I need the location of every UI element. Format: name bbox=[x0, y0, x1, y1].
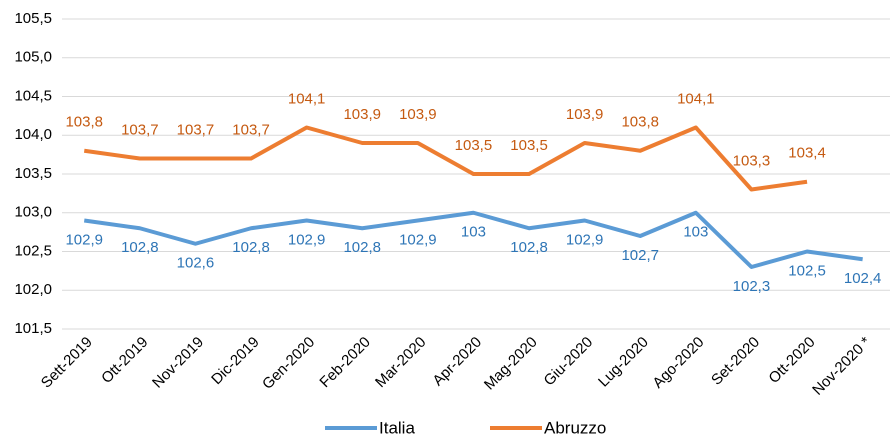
data-label: 103 bbox=[683, 224, 708, 241]
data-label: 103,7 bbox=[177, 121, 215, 138]
x-tick-label: Ott-2019 bbox=[98, 334, 151, 387]
x-tick-label: Nov-2020 * bbox=[809, 334, 874, 399]
x-tick-label: Sett-2019 bbox=[38, 334, 96, 392]
data-label: 102,8 bbox=[510, 239, 548, 256]
data-label: 102,5 bbox=[788, 262, 826, 279]
data-label: 102,3 bbox=[733, 278, 771, 295]
data-label: 103,9 bbox=[343, 106, 381, 123]
y-tick-label: 105,5 bbox=[14, 10, 52, 27]
data-label: 103,4 bbox=[788, 145, 826, 162]
y-tick-label: 104,0 bbox=[14, 126, 52, 143]
x-tick-label: Ago-2020 bbox=[649, 334, 707, 392]
data-label: 103,7 bbox=[121, 121, 159, 138]
series-line bbox=[83, 125, 808, 192]
data-label: 103,9 bbox=[566, 106, 604, 123]
data-label: 102,9 bbox=[288, 231, 326, 248]
data-label: 103,8 bbox=[65, 114, 103, 131]
y-tick-label: 103,5 bbox=[14, 165, 52, 182]
data-label: 102,4 bbox=[844, 270, 882, 287]
x-tick-label: Gen-2020 bbox=[259, 334, 318, 393]
data-label: 103 bbox=[461, 224, 486, 241]
x-tick-label: Giu-2020 bbox=[541, 334, 597, 390]
data-label: 102,8 bbox=[343, 239, 381, 256]
y-tick-label: 102,5 bbox=[14, 242, 52, 259]
y-tick-label: 105,0 bbox=[14, 49, 52, 66]
series-line bbox=[83, 210, 863, 269]
legend-label: Abruzzo bbox=[544, 418, 606, 437]
data-label: 102,8 bbox=[121, 239, 159, 256]
data-label: 103,7 bbox=[232, 121, 270, 138]
data-label: 102,9 bbox=[566, 231, 604, 248]
x-tick-label: Mag-2020 bbox=[481, 334, 541, 394]
data-label: 104,1 bbox=[288, 90, 326, 107]
y-tick-label: 103,0 bbox=[14, 204, 52, 221]
x-tick-label: Ott-2020 bbox=[765, 334, 818, 387]
data-label: 103,8 bbox=[621, 114, 659, 131]
legend-label: Italia bbox=[379, 418, 415, 437]
data-label: 102,9 bbox=[65, 231, 103, 248]
y-tick-label: 104,5 bbox=[14, 87, 52, 104]
data-label: 102,7 bbox=[621, 247, 659, 264]
data-label: 104,1 bbox=[677, 90, 715, 107]
data-label: 102,8 bbox=[232, 239, 270, 256]
x-tick-label: Lug-2020 bbox=[595, 334, 652, 391]
data-label: 103,3 bbox=[733, 152, 771, 169]
x-tick-label: Mar-2020 bbox=[372, 334, 429, 391]
y-tick-label: 101,5 bbox=[14, 320, 52, 337]
x-tick-label: Apr-2020 bbox=[429, 334, 485, 390]
x-tick-label: Dic-2019 bbox=[208, 334, 262, 388]
data-label: 103,9 bbox=[399, 106, 437, 123]
x-tick-label: Feb-2020 bbox=[316, 334, 373, 391]
data-label: 103,5 bbox=[510, 137, 548, 154]
x-tick-label: Nov-2019 bbox=[149, 334, 207, 392]
data-label: 102,9 bbox=[399, 231, 437, 248]
x-tick-label: Set-2020 bbox=[708, 334, 763, 389]
data-label: 102,6 bbox=[177, 255, 215, 272]
y-tick-label: 102,0 bbox=[14, 281, 52, 298]
data-label: 103,5 bbox=[455, 137, 493, 154]
